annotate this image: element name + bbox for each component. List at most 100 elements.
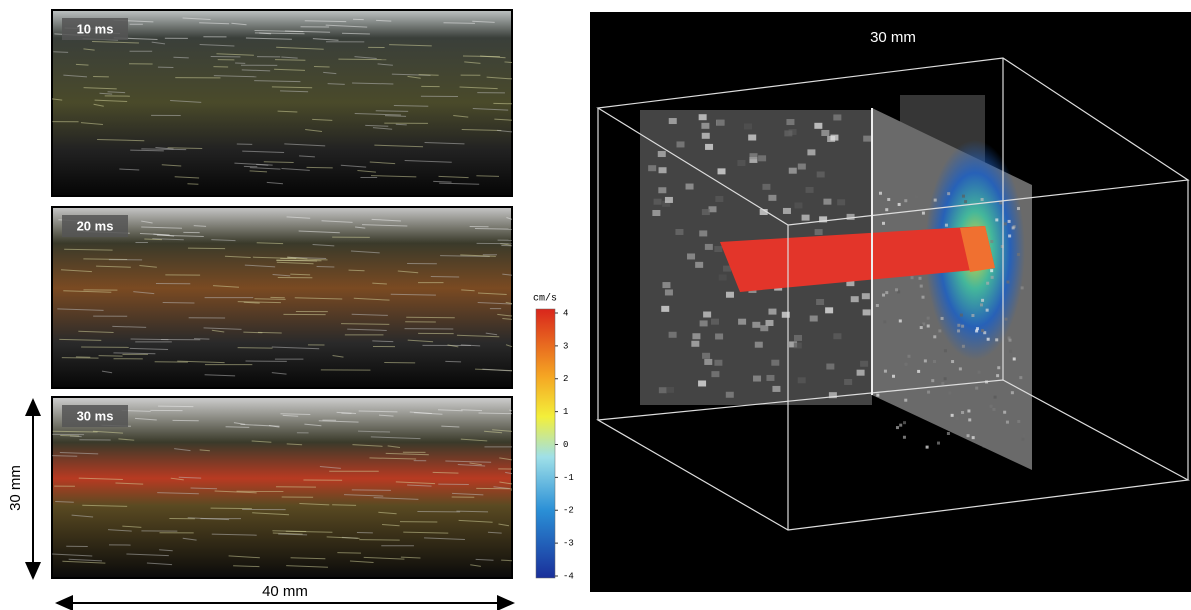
voxel	[927, 391, 930, 394]
voxel	[1023, 434, 1026, 437]
speckle	[396, 124, 407, 125]
speckle	[238, 348, 273, 349]
voxel	[1008, 234, 1011, 237]
speckle	[52, 456, 77, 457]
speckle	[226, 427, 250, 428]
voxel	[814, 123, 822, 129]
voxel	[957, 324, 960, 327]
voxel	[851, 296, 859, 302]
speckle	[53, 52, 68, 53]
voxel	[991, 276, 994, 279]
voxel	[648, 165, 656, 171]
voxel	[1017, 253, 1020, 256]
speckle	[275, 60, 305, 61]
speckle	[314, 66, 330, 67]
speckle	[443, 23, 474, 24]
speckle	[188, 248, 225, 249]
voxel	[876, 394, 879, 397]
voxel	[666, 387, 674, 393]
voxel	[1008, 220, 1011, 223]
voxel	[806, 187, 814, 193]
voxel	[857, 370, 865, 376]
voxel	[750, 153, 758, 159]
colorbar-tick-label: 2	[563, 374, 568, 384]
voxel	[957, 329, 960, 332]
speckle	[419, 75, 439, 76]
colorbar-tick-label: 0	[563, 440, 568, 450]
colorbar-tick-label: -4	[563, 571, 574, 581]
speckle	[501, 560, 512, 561]
colorbar-tick-label: 4	[563, 308, 568, 318]
voxel	[977, 371, 980, 374]
voxel	[882, 294, 885, 297]
voxel	[876, 304, 879, 307]
speckle	[194, 339, 209, 340]
voxel	[907, 355, 910, 358]
voxel	[701, 123, 709, 129]
voxel	[922, 212, 925, 215]
voxel	[1009, 350, 1012, 353]
voxel	[669, 118, 677, 124]
voxel	[1006, 421, 1009, 424]
voxel	[691, 341, 699, 347]
voxel	[995, 338, 998, 341]
voxel	[972, 436, 975, 439]
voxel	[748, 135, 756, 141]
voxel	[772, 386, 780, 392]
voxel	[947, 432, 950, 435]
voxel	[665, 197, 673, 203]
voxel	[702, 133, 710, 139]
voxel	[927, 317, 930, 320]
voxel	[844, 379, 852, 385]
voxel	[738, 319, 746, 325]
colorbar-tick-label: 3	[563, 341, 568, 351]
voxel	[975, 387, 978, 390]
voxel	[898, 203, 901, 206]
voxel	[659, 387, 667, 393]
voxel	[933, 335, 936, 338]
voxel	[1017, 420, 1020, 423]
voxel	[911, 276, 914, 279]
voxel	[702, 209, 710, 215]
voxel	[817, 171, 825, 177]
voxel	[1019, 376, 1022, 379]
voxel	[903, 421, 906, 424]
voxel	[703, 312, 711, 318]
vertical-scale-label: 30 mm	[7, 465, 24, 511]
colorbar-tick-label: -2	[563, 506, 574, 516]
voxel	[1017, 207, 1020, 210]
voxel	[837, 199, 845, 205]
voxel	[1003, 411, 1006, 414]
voxel	[944, 349, 947, 352]
voxel	[692, 333, 700, 339]
voxel	[768, 309, 776, 315]
voxel	[885, 291, 888, 294]
voxel	[997, 366, 1000, 369]
speckle	[352, 490, 391, 491]
voxel	[895, 288, 898, 291]
voxel	[1006, 281, 1009, 284]
voxel	[903, 436, 906, 439]
voxel	[962, 345, 965, 348]
voxel	[1004, 222, 1007, 225]
voxel	[995, 218, 998, 221]
voxel	[999, 201, 1002, 204]
voxel	[904, 399, 907, 402]
voxel	[661, 306, 669, 312]
colorbar-tick-label: 1	[563, 407, 568, 417]
time-label: 30 ms	[77, 408, 114, 423]
voxel	[815, 229, 823, 235]
speckle	[328, 84, 345, 85]
voxel	[931, 379, 934, 382]
voxel	[833, 114, 841, 120]
voxel	[981, 329, 984, 332]
voxel	[802, 215, 810, 221]
voxel	[951, 414, 954, 417]
time-label: 20 ms	[77, 218, 114, 233]
voxel	[758, 155, 766, 161]
colorbar-tick-label: -3	[563, 539, 574, 549]
voxel	[1009, 339, 1012, 342]
voxel	[863, 136, 871, 142]
voxel	[786, 119, 794, 125]
voxel	[884, 370, 887, 373]
